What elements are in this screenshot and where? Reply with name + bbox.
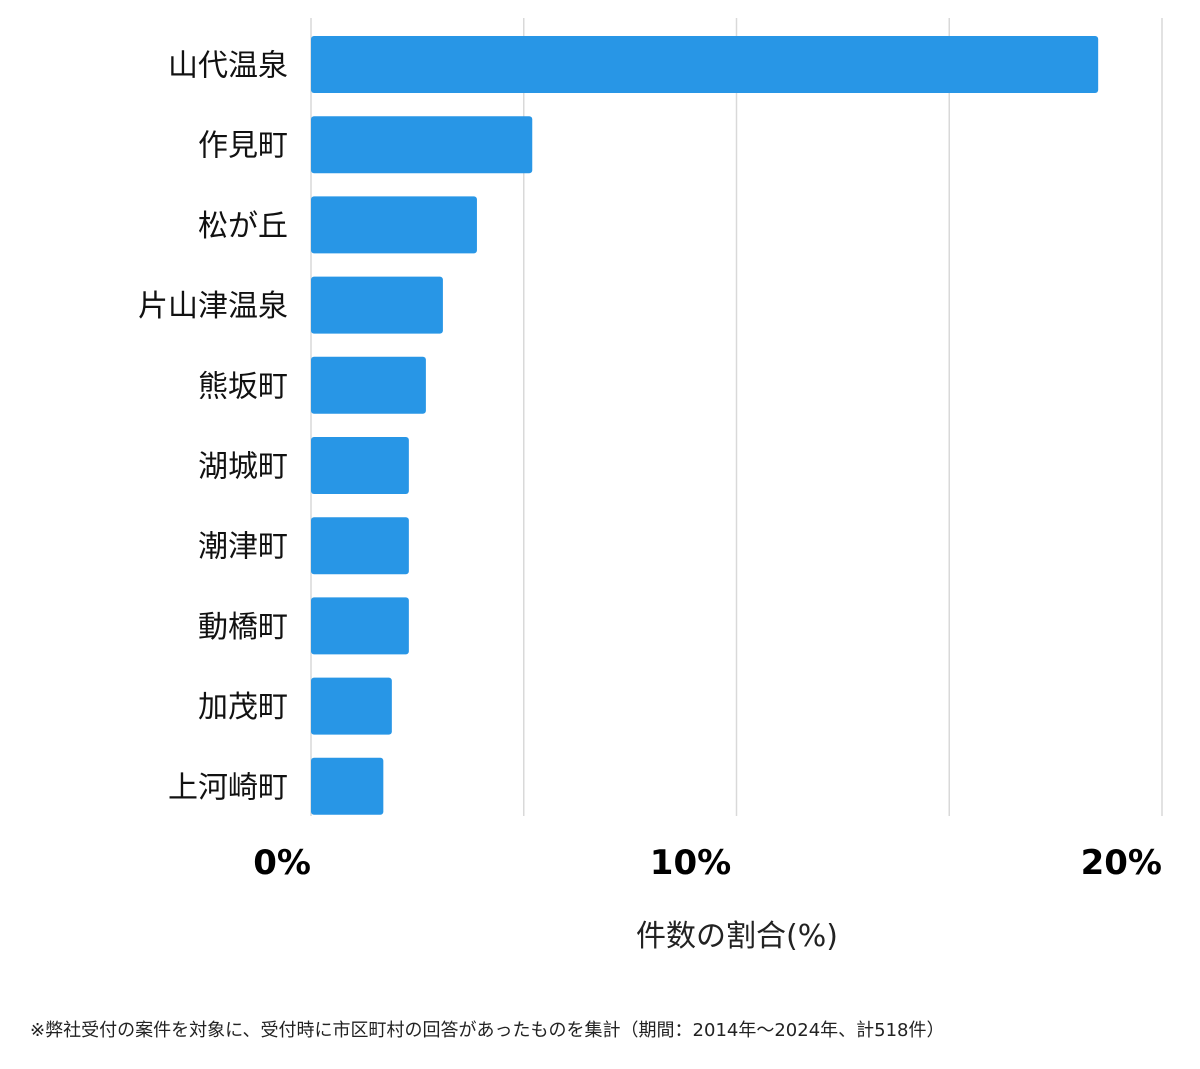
category-label: 加茂町 (198, 690, 288, 725)
bar (311, 116, 533, 174)
bar (311, 196, 477, 254)
bars (311, 36, 1099, 815)
category-label: 熊坂町 (198, 369, 288, 404)
bar (311, 517, 409, 575)
category-label: 山代温泉 (168, 49, 288, 84)
x-tick-label: 10% (650, 843, 731, 883)
category-label: 片山津温泉 (138, 289, 288, 324)
bar (311, 276, 443, 334)
category-label: 動橋町 (198, 610, 288, 645)
category-label: 松が丘 (198, 209, 288, 244)
x-tick-label: 0% (253, 843, 311, 883)
bar (311, 437, 409, 494)
category-label: 潮津町 (198, 530, 288, 565)
category-label: 作見町 (198, 129, 288, 164)
bar (311, 757, 384, 815)
footnote: ※弊社受付の案件を対象に、受付時に市区町村の回答があったものを集計（期間：201… (30, 1020, 945, 1041)
bar (311, 36, 1099, 93)
category-label: 湖城町 (198, 450, 288, 485)
x-tick-labels: 0% 10% 20% (253, 843, 1162, 883)
bar (311, 597, 409, 655)
category-label: 上河崎町 (168, 770, 288, 805)
x-tick-label: 20% (1081, 843, 1162, 883)
bar (311, 677, 392, 735)
x-axis-title: 件数の割合(%) (636, 919, 838, 954)
bar (311, 356, 426, 414)
